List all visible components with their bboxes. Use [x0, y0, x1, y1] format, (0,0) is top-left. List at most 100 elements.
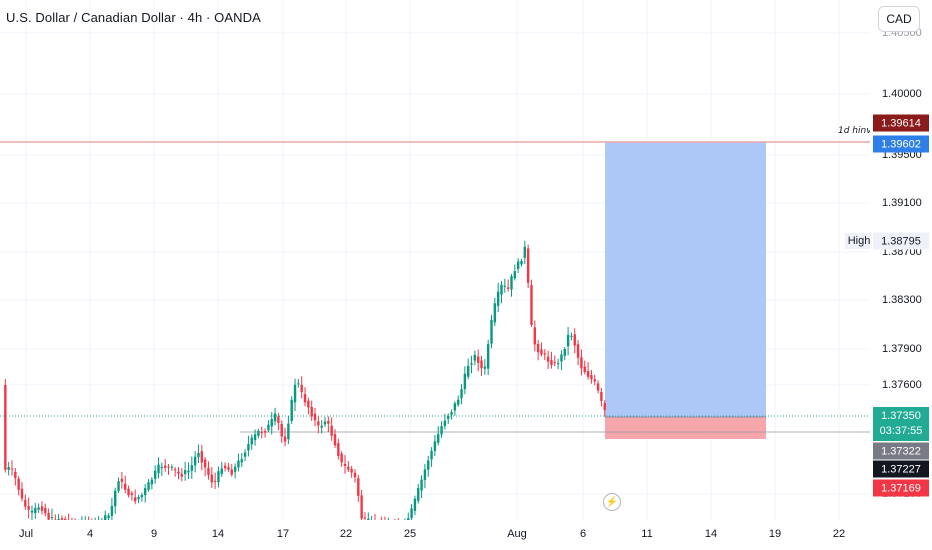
candle-body	[520, 260, 523, 265]
candle-body	[526, 248, 530, 283]
candle-body	[300, 384, 303, 393]
candle-body	[447, 416, 450, 419]
candle-body	[430, 450, 433, 460]
price-chart[interactable]	[0, 0, 870, 520]
candle-body	[586, 370, 590, 377]
last-price-value: 1.37350	[881, 410, 921, 422]
candle-body	[420, 479, 423, 491]
candle-body	[280, 423, 283, 437]
candle-body	[197, 452, 200, 458]
candle-body	[533, 327, 536, 345]
candle-body	[283, 436, 287, 442]
candle-body	[40, 506, 44, 511]
candle-body	[20, 488, 24, 499]
candle-body	[200, 451, 203, 463]
candle-body	[580, 357, 583, 369]
candle-body	[107, 515, 110, 519]
candle-body	[37, 507, 40, 510]
candle-body	[496, 291, 500, 306]
candle-body	[140, 495, 144, 498]
bolt-icon[interactable]: ⚡	[603, 493, 621, 511]
candle-body	[490, 319, 493, 344]
candle-body	[493, 303, 497, 323]
candle-body	[150, 479, 154, 485]
candle-body	[120, 478, 124, 482]
time-tick: 11	[641, 528, 653, 540]
price-tick: 1.40000	[882, 88, 922, 100]
candle-body	[210, 474, 213, 483]
candle-body	[273, 413, 277, 422]
candle-body	[563, 349, 566, 356]
candle-body	[350, 468, 353, 473]
candle-body	[486, 344, 490, 369]
candle-body	[193, 456, 197, 466]
price-tick: 1.37600	[882, 379, 922, 391]
candle-body	[540, 349, 543, 355]
candle-body	[287, 423, 290, 440]
candle-body	[173, 469, 177, 471]
candle-body	[143, 488, 147, 496]
candle-body	[360, 495, 363, 519]
candle-body	[130, 493, 134, 495]
candle-body	[463, 373, 467, 390]
candle-body	[50, 517, 54, 519]
candle-body	[523, 246, 527, 258]
candle-body	[556, 363, 560, 365]
candle-body	[160, 466, 164, 468]
candle-body	[433, 441, 437, 452]
candle-body	[110, 505, 114, 516]
candle-body	[34, 507, 37, 514]
red-line-price-tag: 1.39614	[873, 114, 929, 132]
price-tick: 1.38300	[882, 294, 922, 306]
time-tick: 6	[579, 528, 587, 540]
candle-body	[576, 344, 580, 358]
candle-body	[440, 426, 443, 435]
candle-body	[270, 419, 273, 427]
candle-body	[457, 399, 460, 405]
time-tick: 25	[403, 528, 417, 540]
currency-button[interactable]: CAD	[878, 6, 920, 32]
candle-body	[470, 363, 473, 365]
candle-body	[183, 470, 187, 475]
bar-countdown: 03:37:55	[879, 425, 923, 437]
candle-body	[10, 468, 14, 470]
candle-body	[550, 360, 553, 365]
candle-body	[277, 416, 280, 424]
candle-body	[220, 468, 223, 474]
candle-body	[473, 354, 477, 361]
candle-body	[543, 353, 546, 355]
candle-body	[317, 421, 320, 426]
time-tick: 9	[150, 528, 158, 540]
time-tick: Jul	[18, 528, 34, 540]
candle-body	[353, 472, 357, 478]
time-tick: 4	[86, 528, 94, 540]
target-price-tag: 1.39602	[873, 135, 929, 153]
candle-body	[340, 453, 343, 463]
candle-body	[560, 354, 563, 362]
candle-body	[337, 443, 340, 456]
candle-body	[327, 420, 330, 424]
candle-body	[510, 276, 513, 290]
candle-body	[157, 464, 160, 474]
candle-body	[506, 287, 510, 289]
symbol-title[interactable]: U.S. Dollar / Canadian Dollar · 4h · OAN…	[6, 10, 261, 25]
candle-body	[423, 469, 427, 481]
candle-body	[467, 365, 470, 377]
candle-body	[230, 469, 233, 475]
candle-body	[167, 466, 170, 468]
time-tick: 14	[211, 528, 225, 540]
time-tick: 19	[768, 528, 782, 540]
candle-body	[263, 431, 267, 433]
candle-body	[180, 473, 184, 477]
price-tick: 1.37900	[882, 343, 922, 355]
candle-body	[343, 463, 347, 466]
candle-body	[570, 335, 573, 337]
candle-body	[14, 471, 17, 479]
candle-body	[310, 406, 313, 417]
candle-body	[596, 383, 600, 391]
time-axis[interactable]: Jul 4 9 14 17 22 25 Aug 6 11 14 19 22	[0, 520, 870, 550]
candle-body	[163, 465, 167, 468]
candle-body	[483, 366, 487, 369]
price-axis[interactable]: 1.40500 1.40000 1.39500 1.39100 1.38700 …	[870, 0, 932, 550]
chart-pane[interactable]	[0, 0, 870, 520]
